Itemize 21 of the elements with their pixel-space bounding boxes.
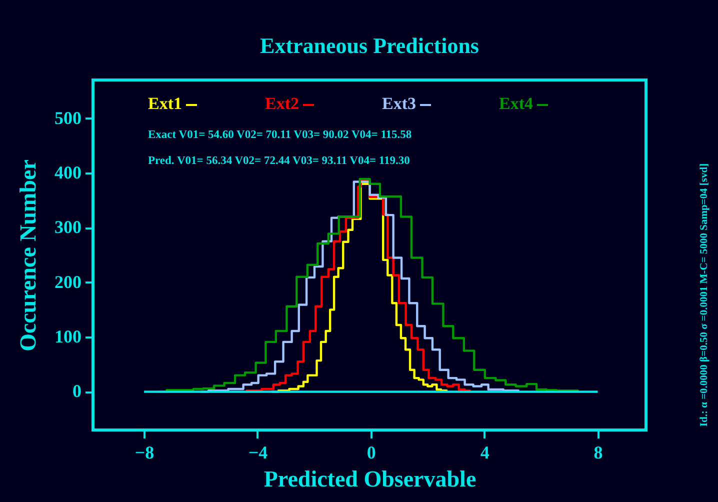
x-tick-label: 0 [366, 442, 376, 462]
annotation: Pred. V01= 56.34 V02= 72.44 V03= 93.11 V04= 119.30 [148, 155, 410, 167]
y-tick-label: 400 [54, 162, 82, 182]
text: Id.: α =0.0000 β=0.50 σ =0.0001 M-C= 5000 Samp=04 [svd] [699, 163, 710, 427]
legend-label: Ext4 [499, 94, 534, 113]
y-tick-label: 100 [54, 326, 82, 347]
x-tick-label: 4 [480, 442, 490, 462]
x-tick-label: −8 [134, 442, 154, 462]
chart-title: Extraneous Predictions [260, 33, 480, 58]
legend-label: Ext2 [265, 94, 299, 113]
legend-label: Ext1 [148, 94, 182, 113]
annotation: Exact V01= 54.60 V02= 70.11 V03= 90.02 V04= 115.58 [148, 129, 412, 141]
x-axis-title: Predicted Observable [264, 466, 476, 492]
legend-label: Ext3 [382, 94, 416, 113]
y-axis-title: Occurence Number [16, 160, 40, 352]
x-tick-label: −4 [248, 442, 268, 462]
y-tick-label: 0 [72, 381, 82, 402]
y-tick-label: 300 [54, 217, 82, 238]
y-tick-label: 500 [54, 108, 82, 128]
x-tick-label: 8 [594, 442, 603, 462]
y-tick-label: 200 [54, 272, 82, 292]
